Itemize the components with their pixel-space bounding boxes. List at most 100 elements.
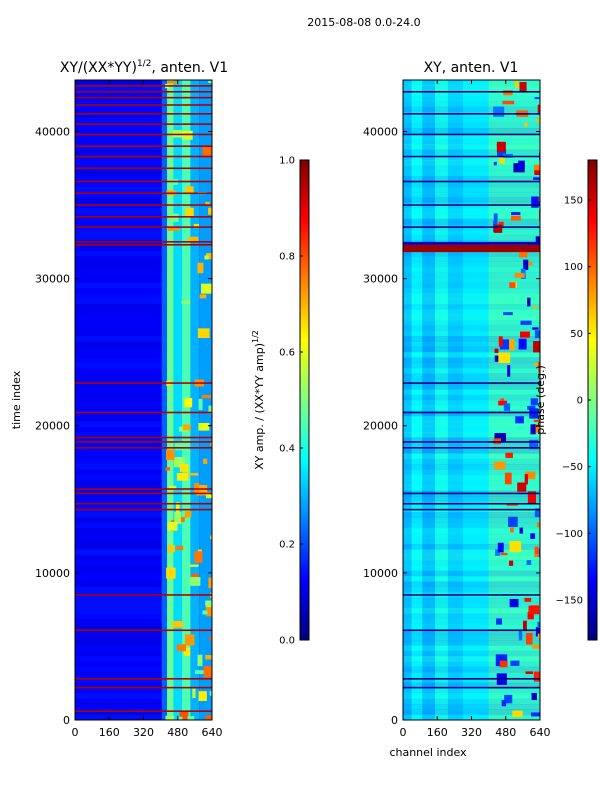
heatmap-flagged-row [75,488,212,490]
heatmap-speckle [196,485,208,496]
heatmap-speckle [499,339,510,350]
heatmap-speckle [499,660,508,668]
heatmap-row-texture [75,608,162,614]
heatmap-row-texture [75,154,162,161]
heatmap-speckle [167,545,175,553]
amplitude-colorbar-label: XY amp. / (XX*YY amp)1/2 [251,330,266,470]
heatmap-row-texture [403,325,540,332]
y-tick-label: 0 [63,714,70,727]
heatmap-speckle [527,611,534,620]
heatmap-speckle [199,294,207,299]
heatmap-row-texture [403,373,540,380]
heatmap-row-texture [403,693,540,700]
heatmap-row-texture [403,229,540,236]
heatmap-row-texture [75,704,162,710]
heatmap-flagged-row [403,226,540,228]
heatmap-speckle [525,633,533,645]
heatmap-row-texture [403,442,540,449]
heatmap-row-texture [403,554,540,561]
heatmap-row-texture [403,309,540,316]
phase-xlabel: channel index [389,746,467,759]
heatmap-row-texture [403,277,540,284]
amplitude-title-exponent: 1/2 [137,59,151,69]
heatmap-row-texture [403,666,540,673]
heatmap-row-texture [403,624,540,630]
heatmap-row-texture [403,597,540,604]
heatmap-row-texture [75,613,162,620]
heatmap-speckle [496,141,506,153]
heatmap-speckle [493,224,503,233]
heatmap-speckle [519,82,527,92]
heatmap-row-texture [75,437,162,444]
heatmap-row-texture [75,330,162,337]
heatmap-speckle [173,456,185,468]
heatmap-row-texture [403,613,540,620]
heatmap-speckle [179,464,189,472]
colorbar-tick-label: 0.2 [279,540,295,551]
heatmap-speckle [494,461,506,470]
heatmap-row-texture [75,512,162,518]
heatmap-row-texture [75,181,162,188]
heatmap-row-texture [403,426,540,433]
heatmap-speckle [202,146,211,158]
heatmap-speckle [530,398,538,406]
heatmap-row-texture [403,528,540,534]
heatmap-speckle [197,654,203,667]
y-tick-label: 10000 [363,567,398,580]
heatmap-speckle [205,604,212,617]
heatmap-flagged-row [75,133,212,136]
amplitude-heatmap [75,80,212,720]
heatmap-flagged-row [403,629,540,632]
heatmap-speckle [496,618,502,625]
heatmap-row-texture [403,362,540,369]
heatmap-row-texture [403,437,540,444]
heatmap-flagged-row [403,411,540,414]
heatmap-speckle [514,272,525,278]
heatmap-speckle [517,482,527,492]
heatmap-speckle [187,716,195,720]
heatmap-row-texture [403,282,540,289]
heatmap-speckle [532,644,540,649]
heatmap-speckle [524,474,528,485]
heatmap-flagged-row [75,508,212,511]
heatmap-speckle [192,688,196,699]
heatmap-speckle [495,549,500,556]
heatmap-row-texture [403,570,540,577]
heatmap-row-texture [75,229,162,236]
heatmap-row-texture [403,101,540,108]
heatmap-row-texture [403,176,540,182]
heatmap-speckle [172,213,179,222]
heatmap-speckle [189,473,199,476]
colorbar-tick-label: 1.0 [279,156,295,167]
heatmap-row-texture [75,346,162,353]
heatmap-speckle [201,283,212,294]
heatmap-row-texture [75,645,162,652]
y-tick-label: 0 [391,714,398,727]
heatmap-speckle [525,471,536,480]
y-tick-label: 30000 [35,273,70,286]
heatmap-speckle [533,341,540,353]
heatmap-speckle [204,255,209,260]
heatmap-row-texture [75,112,162,118]
heatmap-speckle [533,363,540,367]
colorbar-tick-label: 100 [564,262,583,273]
heatmap-row-texture [75,666,162,673]
heatmap-flagged-row [75,686,212,689]
heatmap-flag-band [403,241,540,245]
heatmap-channel-band [435,80,448,720]
heatmap-row-texture [75,533,162,540]
heatmap-speckle [198,691,207,702]
heatmap-speckle [518,630,523,641]
heatmap-row-texture [75,549,162,556]
colorbar-tick-label: 0.6 [279,348,295,359]
heatmap-row-texture [75,432,162,438]
heatmap-speckle [169,485,177,489]
heatmap-row-texture [403,314,540,321]
heatmap-speckle [184,511,192,518]
heatmap-speckle [178,716,183,720]
heatmap-row-texture [75,688,162,694]
heatmap-row-texture [75,698,162,705]
y-tick-label: 40000 [363,125,398,138]
heatmap-row-texture [403,293,540,300]
heatmap-row-texture [403,256,540,262]
